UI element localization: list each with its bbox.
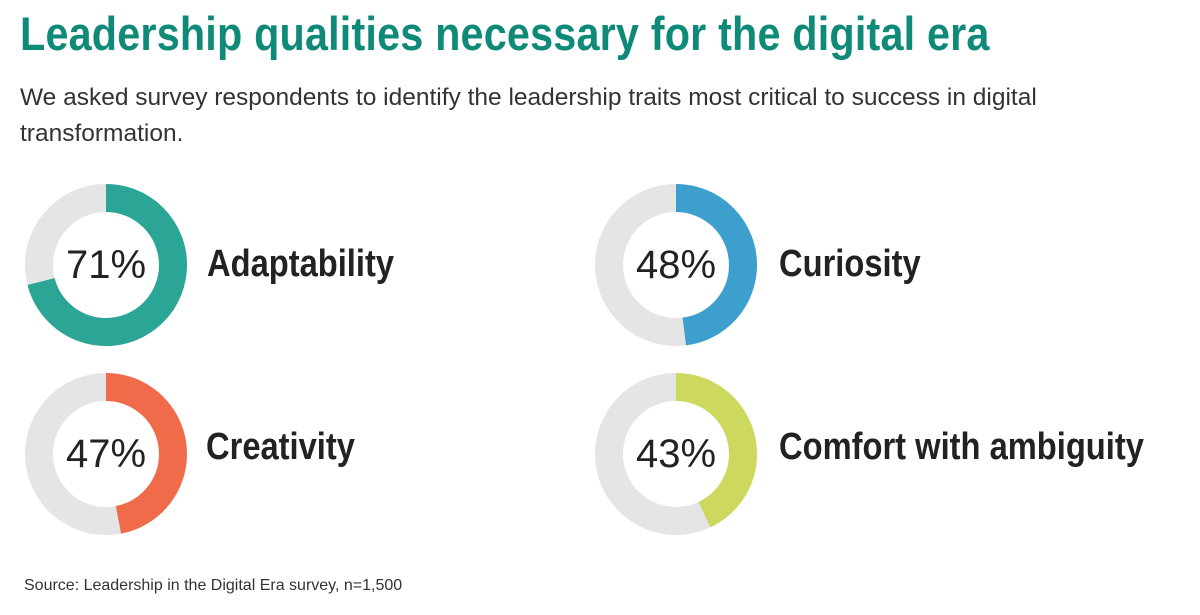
chart-title: Leadership qualities necessary for the d… (20, 7, 990, 60)
donut-comfort-with-ambiguity: 43% (594, 372, 758, 536)
donut-value-arc-comfort-with-ambiguity (595, 373, 757, 535)
donut-adaptability-chart (25, 184, 187, 346)
source-note: Source: Leadership in the Digital Era su… (24, 577, 403, 594)
value-label-creativity: 47% (65, 431, 147, 476)
donut-creativity: 47% (24, 372, 188, 536)
donut-value-arc-adaptability (25, 184, 187, 346)
donut-curiosity: 48% (594, 183, 758, 347)
donut-adaptability: 71% (24, 183, 188, 347)
category-label-comfort-with-ambiguity: Comfort with ambiguity (779, 426, 1144, 468)
donut-curiosity-chart (595, 184, 757, 346)
donut-value-arc-curiosity (595, 184, 757, 346)
value-label-adaptability: 71% (65, 242, 147, 287)
value-label-curiosity: 48% (635, 242, 717, 287)
category-label-curiosity: Curiosity (779, 243, 921, 285)
donut-creativity-chart (25, 373, 187, 535)
chart-subtitle: We asked survey respondents to identify … (20, 84, 1037, 147)
donut-comfort-with-ambiguity-chart (595, 373, 757, 535)
donut-value-arc-creativity (25, 373, 187, 535)
category-label-creativity: Creativity (206, 426, 355, 468)
category-label-adaptability: Adaptability (207, 243, 395, 285)
value-label-comfort-with-ambiguity: 43% (635, 431, 717, 476)
